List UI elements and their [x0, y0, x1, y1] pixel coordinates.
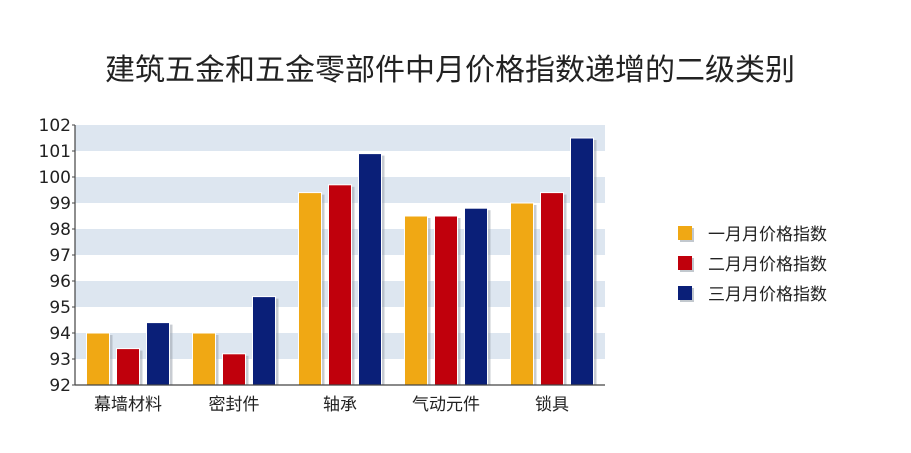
legend-swatch — [678, 286, 692, 300]
x-category-label: 锁具 — [535, 395, 569, 415]
y-tick-label: 97 — [49, 246, 71, 266]
y-tick-label: 98 — [49, 220, 71, 240]
legend-label: 一月月价格指数 — [708, 225, 827, 245]
axes — [72, 124, 605, 386]
y-tick-label: 102 — [39, 116, 71, 136]
y-tick-label: 100 — [39, 168, 71, 188]
grid-band — [75, 125, 605, 151]
y-tick-label: 92 — [49, 376, 71, 396]
bar — [192, 332, 216, 386]
bar — [434, 215, 458, 386]
bar — [298, 192, 322, 386]
bar — [510, 202, 534, 386]
legend-swatch — [678, 226, 692, 240]
bar — [222, 353, 246, 386]
y-tick-label: 94 — [49, 324, 71, 344]
y-tick-label: 93 — [49, 350, 71, 370]
y-tick-label: 99 — [49, 194, 71, 214]
x-category-label: 气动元件 — [412, 395, 480, 415]
bars-group — [86, 137, 597, 386]
bar — [404, 215, 428, 386]
x-category-label: 密封件 — [209, 395, 260, 415]
x-category-labels: 幕墙材料 密封件 轴承 气动元件 锁具 — [94, 395, 569, 415]
x-category-label: 轴承 — [323, 395, 357, 415]
bar — [252, 296, 276, 386]
legend-label: 二月月价格指数 — [708, 255, 827, 275]
bar — [358, 153, 382, 386]
legend-label: 三月月价格指数 — [708, 285, 827, 305]
bar — [116, 348, 140, 386]
chart-title: 建筑五金和五金零部件中月价格指数递增的二级类别 — [105, 53, 795, 88]
x-category-label: 幕墙材料 — [94, 395, 162, 415]
legend-swatch — [678, 256, 692, 270]
bar — [328, 184, 352, 386]
bar — [570, 137, 594, 386]
bar — [540, 192, 564, 386]
y-tick-label: 96 — [49, 272, 71, 292]
y-tick-label: 95 — [49, 298, 71, 318]
bar — [86, 332, 110, 386]
y-tick-labels: 92 93 94 95 96 97 98 99 100 101 102 — [39, 116, 71, 396]
bar — [146, 322, 170, 386]
y-tick-label: 101 — [39, 142, 71, 162]
bar — [464, 207, 488, 386]
